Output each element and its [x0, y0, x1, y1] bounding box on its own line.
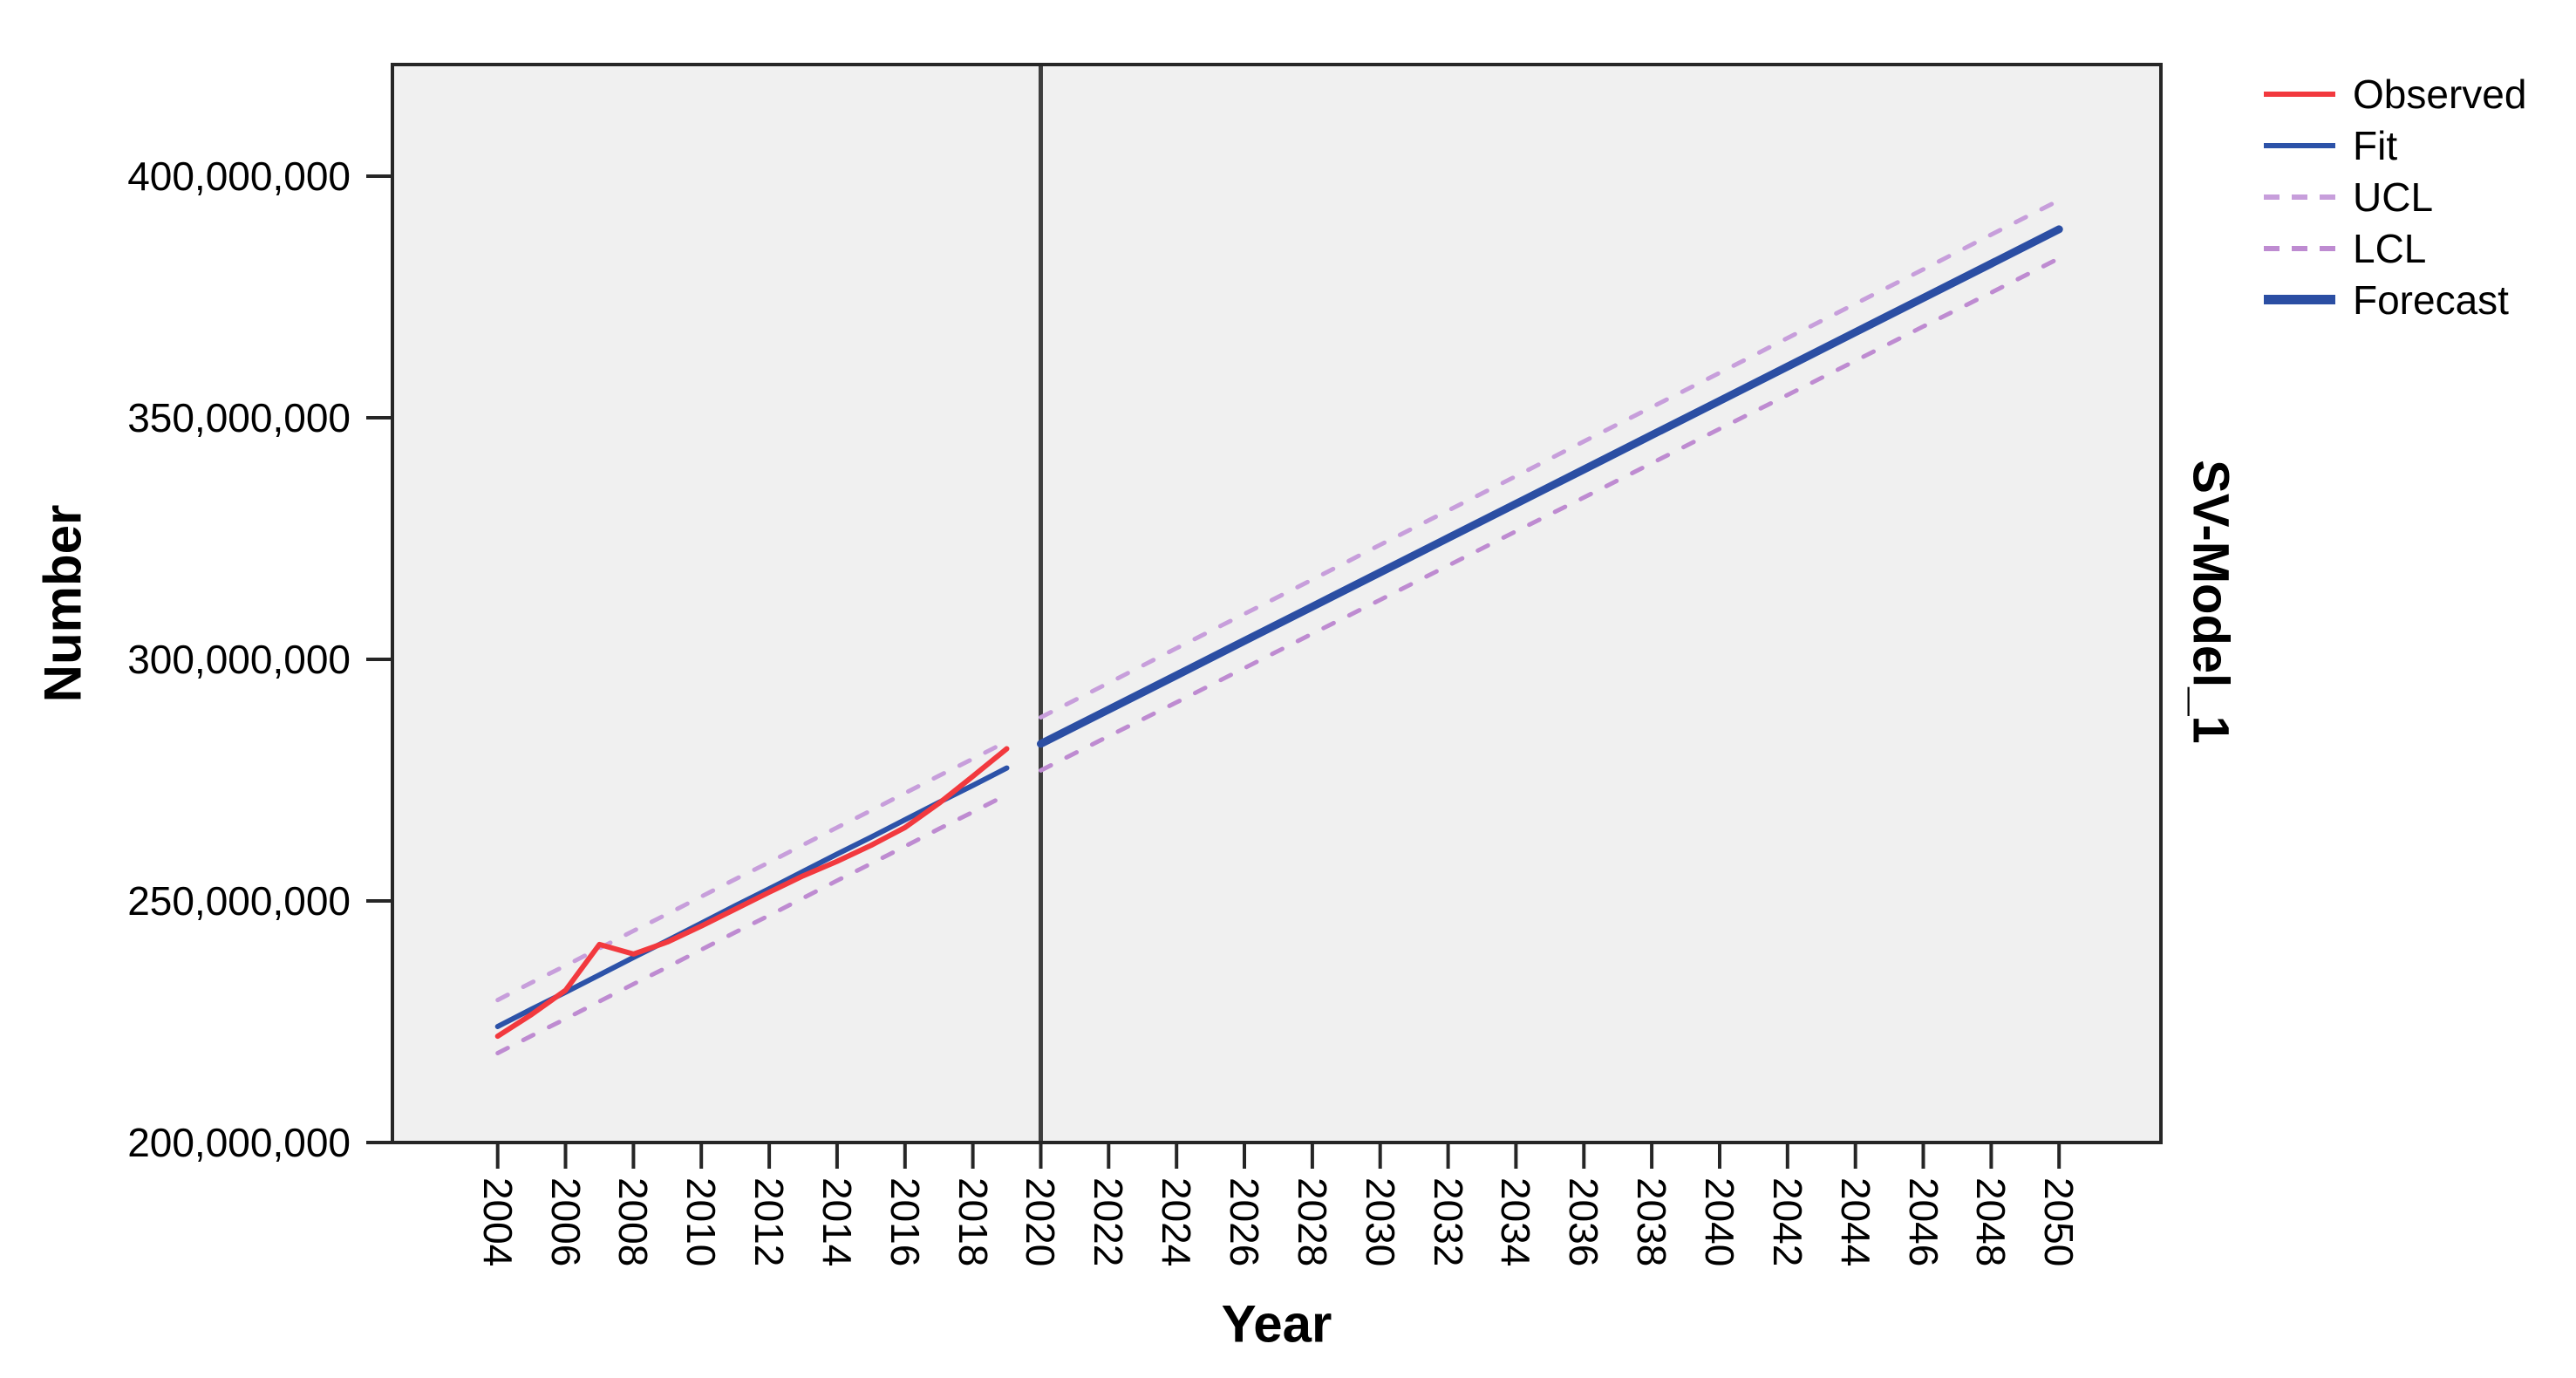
- x-tick-label: 2042: [1764, 1177, 1810, 1267]
- legend-item-lcl: LCL: [2264, 222, 2526, 274]
- x-tick-label: 2050: [2036, 1177, 2082, 1267]
- legend-label: Fit: [2353, 122, 2398, 168]
- series-forecast: [1037, 225, 2063, 748]
- legend-item-forecast: Forecast: [2264, 274, 2526, 325]
- legend-swatch-ucl: [2264, 194, 2335, 200]
- series-lcl: [495, 792, 1009, 1055]
- model-label: SV-Model_1: [2182, 460, 2239, 744]
- series-ucl: [495, 739, 1009, 1003]
- plot-frame: [391, 63, 2163, 1144]
- legend: Observed Fit UCL LCL Forecast: [2264, 68, 2526, 325]
- y-tick-label: 300,000,000: [127, 636, 351, 682]
- x-tick-label: 2024: [1154, 1177, 1200, 1267]
- x-tick-label: 2040: [1696, 1177, 1742, 1267]
- series-observed: [494, 746, 1010, 1040]
- x-tick-label: 2026: [1222, 1177, 1268, 1267]
- legend-swatch-fit: [2264, 142, 2335, 148]
- legend-item-observed: Observed: [2264, 68, 2526, 119]
- series-fit: [494, 765, 1010, 1029]
- x-tick-label: 2016: [882, 1177, 928, 1267]
- legend-swatch-lcl: [2264, 245, 2335, 251]
- x-tick-label: 2032: [1425, 1177, 1471, 1267]
- x-tick-label: 2034: [1493, 1177, 1539, 1267]
- x-tick-label: 2020: [1018, 1177, 1064, 1267]
- x-tick-label: 2008: [610, 1177, 657, 1267]
- x-tick-label: 2004: [474, 1177, 521, 1267]
- legend-label: LCL: [2353, 225, 2427, 271]
- x-tick-label: 2006: [542, 1177, 589, 1267]
- x-tick-label: 2014: [814, 1177, 860, 1267]
- legend-swatch-forecast: [2264, 295, 2335, 304]
- y-tick-label: 200,000,000: [127, 1120, 351, 1165]
- y-tick-label: 250,000,000: [127, 877, 351, 924]
- x-axis-title: Year: [1221, 1294, 1332, 1354]
- y-tick-label: 400,000,000: [127, 153, 351, 199]
- x-tick-label: 2030: [1357, 1177, 1403, 1267]
- legend-item-ucl: UCL: [2264, 171, 2526, 222]
- legend-label: Observed: [2353, 71, 2527, 117]
- legend-item-fit: Fit: [2264, 119, 2526, 171]
- legend-swatch-observed: [2264, 91, 2335, 97]
- x-tick-label: 2018: [950, 1177, 996, 1267]
- x-tick-label: 2028: [1289, 1177, 1335, 1267]
- series-lcl-forecast: [1039, 256, 2061, 773]
- x-tick-label: 2048: [1968, 1177, 2014, 1267]
- y-tick-label: 350,000,000: [127, 394, 351, 440]
- x-tick-label: 2036: [1561, 1177, 1607, 1267]
- plot-background: [392, 65, 2161, 1143]
- x-tick-label: 2046: [1900, 1177, 1946, 1267]
- x-tick-label: 2022: [1086, 1177, 1132, 1267]
- legend-label: Forecast: [2353, 276, 2509, 323]
- series-ucl-forecast: [1039, 198, 2061, 720]
- x-tick-label: 2012: [746, 1177, 793, 1267]
- legend-label: UCL: [2353, 174, 2434, 220]
- x-tick-label: 2010: [678, 1177, 725, 1267]
- x-tick-label: 2038: [1629, 1177, 1675, 1267]
- x-tick-label: 2044: [1832, 1177, 1878, 1267]
